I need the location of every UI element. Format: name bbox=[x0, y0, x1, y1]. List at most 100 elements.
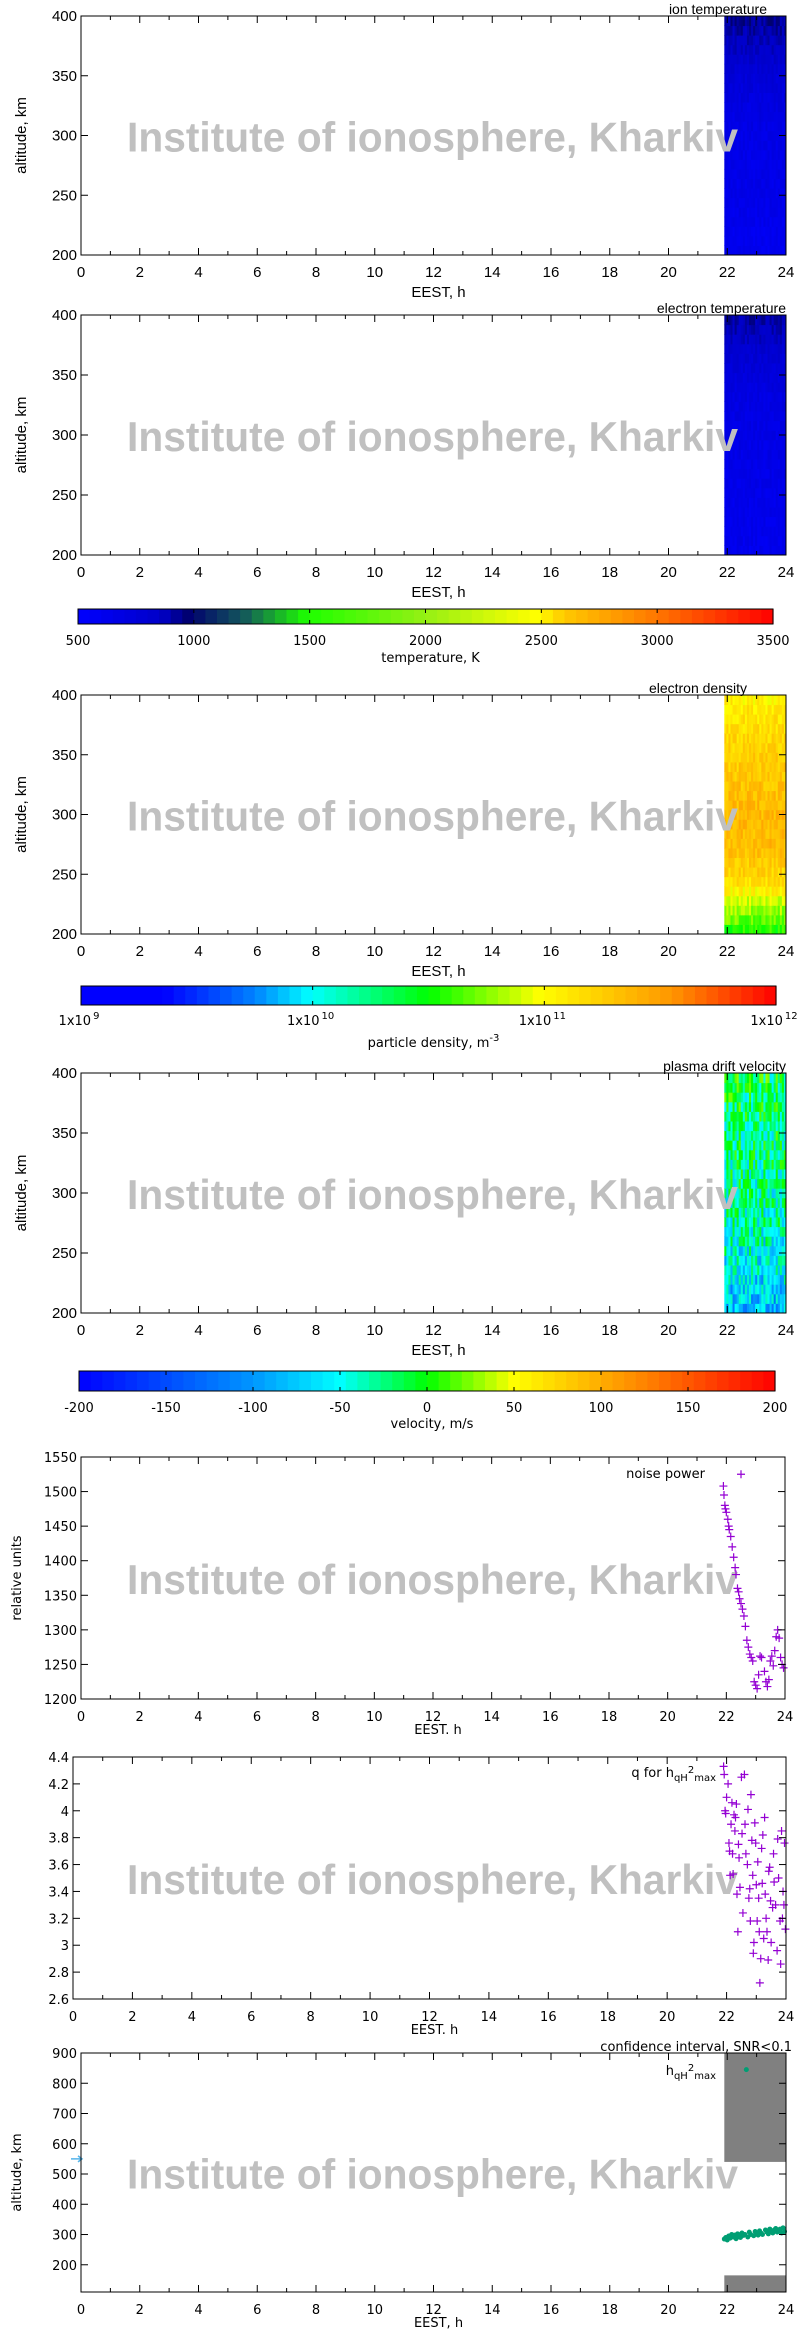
y-tick-label: 200 bbox=[52, 926, 77, 943]
heatmap-cell bbox=[755, 82, 758, 93]
heatmap-cell bbox=[753, 226, 756, 237]
heatmap-cell bbox=[744, 1082, 748, 1093]
colorbar-segment bbox=[728, 1371, 741, 1391]
heatmap-cell bbox=[728, 1169, 731, 1180]
heatmap-cell bbox=[744, 25, 748, 36]
heatmap-cell bbox=[755, 886, 758, 897]
heatmap-cell bbox=[767, 478, 771, 489]
heatmap-cell bbox=[726, 411, 729, 422]
heatmap-cell bbox=[732, 733, 736, 744]
heatmap-cell bbox=[744, 857, 748, 868]
heatmap-cell bbox=[765, 315, 768, 326]
data-point bbox=[734, 1587, 743, 1596]
heatmap-cell bbox=[734, 16, 738, 27]
heatmap-cell bbox=[736, 742, 740, 753]
heatmap-cell bbox=[783, 207, 787, 218]
data-point bbox=[767, 1938, 776, 1947]
heatmap-cell bbox=[742, 733, 746, 744]
heatmap-cell bbox=[732, 372, 736, 383]
heatmap-cell bbox=[738, 197, 742, 208]
heatmap-cell bbox=[732, 535, 736, 546]
heatmap-cell bbox=[773, 439, 777, 450]
heatmap-cell bbox=[777, 343, 781, 354]
heatmap-cell bbox=[744, 168, 748, 180]
heatmap-cell bbox=[783, 1121, 787, 1132]
heatmap-cell bbox=[744, 723, 748, 734]
heatmap-cell bbox=[763, 914, 766, 925]
heatmap-cell bbox=[744, 391, 748, 402]
heatmap-cell bbox=[734, 876, 738, 887]
heatmap-cell bbox=[759, 372, 762, 383]
heatmap-cell bbox=[740, 695, 744, 706]
heatmap-cell bbox=[773, 216, 777, 227]
heatmap-cell bbox=[777, 245, 781, 256]
heatmap-cell bbox=[759, 63, 762, 74]
heatmap-cell bbox=[773, 507, 777, 518]
heatmap-cell bbox=[736, 1111, 740, 1122]
heatmap-cell bbox=[781, 742, 785, 753]
heatmap-cell bbox=[767, 1121, 771, 1132]
heatmap-cell bbox=[744, 382, 748, 393]
heatmap-cell bbox=[775, 449, 779, 460]
heatmap-cell bbox=[779, 149, 783, 160]
heatmap-cell bbox=[726, 828, 729, 839]
heatmap-cell bbox=[728, 140, 731, 151]
heatmap-cell bbox=[744, 334, 748, 345]
heatmap-cell bbox=[751, 819, 754, 830]
heatmap-cell bbox=[777, 704, 781, 715]
heatmap-cell bbox=[746, 1226, 750, 1237]
colorbar-segment bbox=[357, 1371, 370, 1391]
heatmap-cell bbox=[781, 1082, 785, 1093]
heatmap-cell bbox=[746, 1130, 750, 1141]
heatmap-cell bbox=[732, 25, 736, 36]
y-axis-label: altitude, km bbox=[10, 2133, 25, 2211]
heatmap-cell bbox=[771, 16, 775, 27]
heatmap-cell bbox=[765, 1255, 768, 1266]
x-tick-label: 20 bbox=[660, 264, 677, 281]
heatmap-cell bbox=[759, 130, 762, 141]
heatmap-cell bbox=[777, 905, 781, 916]
colorbar-segment bbox=[218, 1371, 231, 1391]
heatmap-cell bbox=[728, 1188, 731, 1199]
heatmap-cell bbox=[765, 838, 768, 849]
heatmap-cell bbox=[765, 197, 768, 208]
heatmap-cell bbox=[738, 704, 742, 715]
heatmap-cell bbox=[744, 828, 748, 839]
x-tick-label: 0 bbox=[77, 264, 85, 281]
heatmap-cell bbox=[781, 216, 785, 227]
confidence-band bbox=[724, 2275, 786, 2292]
heatmap-cell bbox=[728, 188, 731, 199]
heatmap-cell bbox=[746, 1293, 750, 1304]
heatmap-cell bbox=[755, 168, 758, 180]
x-axis-label: EEST, h bbox=[414, 2316, 463, 2331]
heatmap-cell bbox=[761, 159, 764, 170]
heatmap-cell bbox=[728, 1265, 731, 1276]
heatmap-cell bbox=[769, 545, 773, 556]
heatmap-cell bbox=[738, 1111, 742, 1122]
heatmap-cell bbox=[748, 876, 752, 887]
heatmap-cell bbox=[753, 353, 756, 364]
heatmap-cell bbox=[779, 857, 783, 868]
heatmap-cell bbox=[751, 343, 754, 354]
heatmap-cell bbox=[767, 216, 771, 227]
heatmap-cell bbox=[773, 526, 777, 537]
heatmap-cell bbox=[779, 54, 783, 65]
heatmap-cell bbox=[736, 478, 740, 489]
heatmap-cell bbox=[732, 54, 736, 65]
heatmap-cell bbox=[763, 382, 766, 393]
y-axis-label: altitude, km bbox=[13, 97, 30, 174]
heatmap-cell bbox=[753, 54, 756, 65]
heatmap-cell bbox=[763, 695, 766, 706]
heatmap-cell bbox=[775, 149, 779, 160]
heatmap-cell bbox=[742, 102, 746, 113]
heatmap-cell bbox=[732, 800, 736, 811]
x-tick-label: 16 bbox=[540, 2010, 557, 2025]
heatmap-cell bbox=[736, 324, 740, 335]
heatmap-cell bbox=[748, 35, 752, 46]
heatmap-cell bbox=[783, 226, 787, 237]
heatmap-cell bbox=[732, 35, 736, 46]
heatmap-cell bbox=[728, 102, 731, 113]
heatmap-cell bbox=[777, 16, 781, 27]
heatmap-cell bbox=[773, 1140, 777, 1151]
